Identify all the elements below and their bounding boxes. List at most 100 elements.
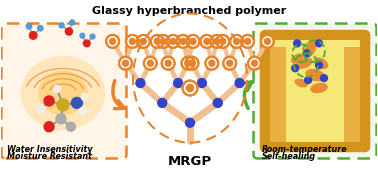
Circle shape (214, 38, 220, 44)
FancyBboxPatch shape (260, 30, 370, 152)
Circle shape (119, 57, 132, 70)
Circle shape (54, 85, 60, 92)
Circle shape (245, 38, 251, 44)
Circle shape (180, 38, 186, 44)
Circle shape (70, 20, 75, 25)
Circle shape (154, 38, 160, 44)
Circle shape (129, 38, 135, 44)
Circle shape (26, 24, 32, 29)
Circle shape (186, 57, 198, 70)
Circle shape (200, 35, 213, 48)
Circle shape (261, 35, 274, 48)
Circle shape (186, 84, 194, 92)
Circle shape (304, 50, 311, 57)
Ellipse shape (305, 69, 325, 81)
Circle shape (205, 57, 218, 70)
Circle shape (71, 98, 82, 108)
Circle shape (44, 96, 54, 106)
Circle shape (230, 35, 243, 48)
Circle shape (251, 60, 257, 66)
Ellipse shape (310, 83, 328, 93)
FancyBboxPatch shape (254, 24, 376, 158)
Circle shape (185, 60, 191, 66)
Circle shape (44, 122, 54, 132)
Circle shape (189, 60, 195, 66)
Circle shape (165, 60, 171, 66)
Circle shape (305, 77, 311, 84)
Circle shape (144, 57, 157, 70)
Circle shape (209, 60, 215, 66)
Circle shape (110, 38, 116, 44)
Circle shape (140, 38, 146, 44)
Circle shape (158, 98, 167, 107)
Ellipse shape (291, 53, 304, 63)
Circle shape (316, 62, 322, 69)
Ellipse shape (302, 45, 316, 58)
Text: Water Insensitivity: Water Insensitivity (8, 145, 93, 154)
Circle shape (223, 57, 236, 70)
Circle shape (235, 79, 244, 87)
Circle shape (227, 60, 233, 66)
Circle shape (216, 35, 229, 48)
Ellipse shape (314, 57, 328, 69)
Circle shape (90, 34, 95, 39)
Circle shape (122, 60, 129, 66)
Circle shape (79, 107, 86, 114)
Circle shape (167, 35, 180, 48)
FancyBboxPatch shape (2, 24, 127, 158)
Circle shape (213, 98, 222, 107)
Circle shape (151, 35, 164, 48)
Circle shape (80, 33, 85, 38)
Text: Room-temperature: Room-temperature (262, 145, 347, 154)
Circle shape (29, 32, 37, 39)
Circle shape (190, 38, 196, 44)
Circle shape (106, 35, 119, 48)
Circle shape (321, 75, 327, 82)
Circle shape (197, 79, 206, 87)
Circle shape (38, 26, 43, 31)
Circle shape (37, 105, 45, 113)
Circle shape (160, 38, 166, 44)
Circle shape (316, 40, 322, 47)
Ellipse shape (38, 71, 88, 115)
Bar (270, 40, 286, 142)
Circle shape (248, 57, 261, 70)
Circle shape (177, 35, 189, 48)
Circle shape (234, 38, 240, 44)
Circle shape (265, 38, 270, 44)
Text: Glassy hyperbranched polymer: Glassy hyperbranched polymer (92, 6, 286, 16)
Bar (344, 40, 360, 142)
Circle shape (204, 38, 210, 44)
Circle shape (294, 40, 301, 47)
Circle shape (186, 35, 200, 48)
Ellipse shape (21, 56, 105, 130)
Circle shape (57, 99, 69, 111)
Circle shape (56, 114, 66, 124)
Circle shape (81, 94, 88, 100)
Bar (270, 40, 360, 47)
Circle shape (59, 23, 64, 28)
Circle shape (170, 38, 176, 44)
Text: Moisture Resistant: Moisture Resistant (8, 152, 92, 160)
Circle shape (147, 60, 153, 66)
Circle shape (162, 57, 175, 70)
Circle shape (220, 38, 226, 44)
Circle shape (210, 35, 223, 48)
Ellipse shape (294, 79, 308, 87)
Text: MRGP: MRGP (168, 154, 212, 167)
Ellipse shape (306, 39, 322, 48)
Circle shape (181, 57, 194, 70)
Ellipse shape (296, 58, 313, 69)
Circle shape (174, 79, 183, 87)
Circle shape (241, 35, 254, 48)
Text: Self-healing: Self-healing (262, 152, 316, 160)
Circle shape (137, 35, 150, 48)
Circle shape (136, 79, 145, 87)
Circle shape (183, 81, 197, 96)
Circle shape (186, 118, 194, 127)
Circle shape (126, 35, 139, 48)
Circle shape (84, 40, 90, 47)
Circle shape (292, 65, 299, 72)
Bar (286, 40, 344, 142)
Circle shape (157, 35, 170, 48)
